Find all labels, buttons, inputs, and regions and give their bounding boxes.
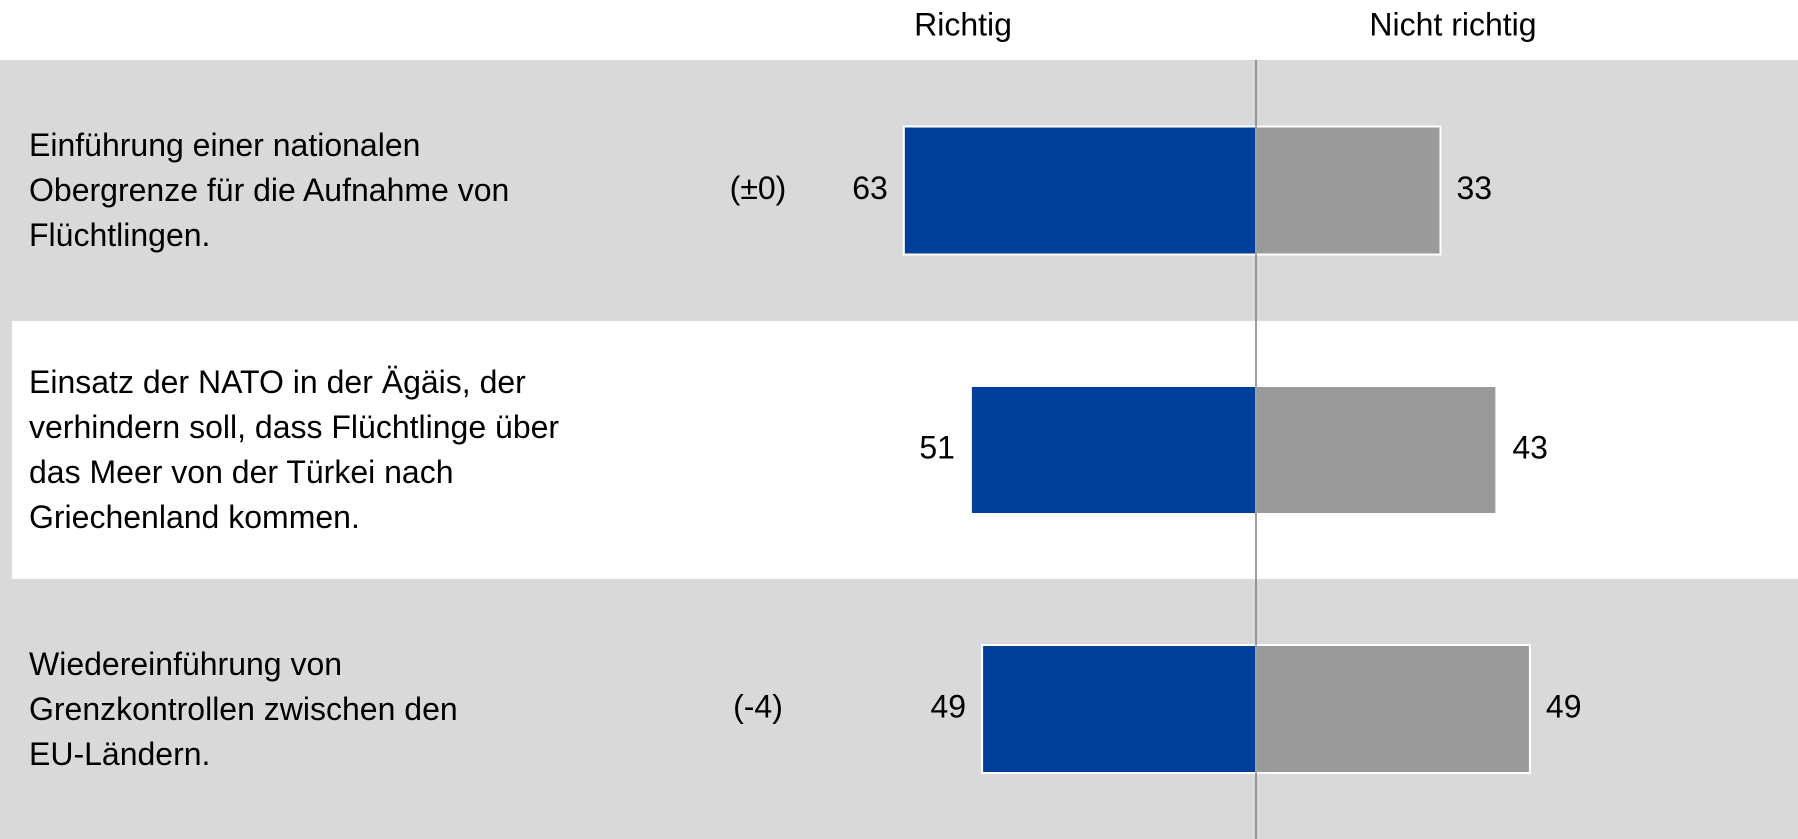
- category-label: Einsatz der NATO in der Ägäis, der verhi…: [29, 364, 560, 535]
- bar: [1255, 125, 1442, 256]
- bar: [902, 125, 1258, 256]
- bar: [981, 644, 1258, 774]
- change-label: (±0): [730, 170, 787, 206]
- legend-label: Nicht richtig: [1369, 6, 1536, 42]
- value-label: 33: [1456, 170, 1492, 206]
- category-label: Einführung einer nationalen Obergrenze f…: [29, 127, 510, 253]
- value-label: 49: [1546, 688, 1582, 724]
- value-label: 49: [930, 688, 966, 724]
- change-label: (-4): [733, 688, 783, 724]
- row-background: [0, 60, 1798, 321]
- value-label: 43: [1512, 429, 1548, 465]
- bar: [969, 385, 1257, 515]
- bar: [1255, 385, 1498, 515]
- legend-label: Richtig: [914, 6, 1012, 42]
- value-label: 63: [852, 170, 888, 206]
- row-edge: [0, 321, 12, 579]
- value-label: 51: [919, 429, 955, 465]
- category-label: Wiedereinführung von Grenzkontrollen zwi…: [29, 645, 458, 772]
- bar: [1255, 644, 1531, 774]
